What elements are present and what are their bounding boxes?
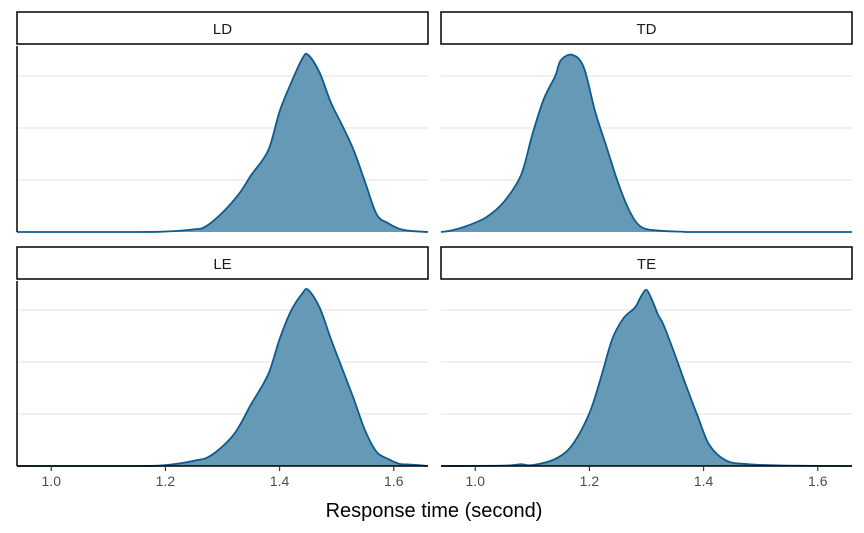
plot-area-ld: [16, 46, 429, 233]
x-tick-label-right-2: 1.2: [580, 473, 600, 489]
x-axis-left: 1.0 1.2 1.4 1.6: [42, 466, 404, 489]
density-area-td: [441, 54, 852, 233]
x-tick-label-right-1: 1.0: [466, 473, 486, 489]
facet-label-te: TE: [637, 256, 656, 273]
density-area-le: [17, 288, 428, 466]
density-line-le: [17, 287, 429, 467]
density-line-ld: [16, 52, 429, 233]
x-tick-label-left-3: 1.4: [270, 473, 290, 489]
facet-label-ld: LD: [213, 21, 232, 38]
density-area-te: [441, 289, 852, 466]
facet-strip-td: [440, 11, 853, 45]
density-area-ld: [17, 53, 428, 233]
plot-area-td: [440, 53, 852, 233]
density-line-td: [440, 53, 852, 233]
x-tick-label-left-2: 1.2: [156, 473, 176, 489]
facet-label-td: TD: [637, 21, 657, 38]
x-axis-right: 1.0 1.2 1.4 1.6: [466, 466, 828, 489]
facet-panel-ld: LD: [16, 11, 429, 233]
facet-panel-td: TD: [440, 11, 853, 233]
x-tick-label-right-3: 1.4: [694, 473, 714, 489]
facet-panel-le: LE: [16, 246, 429, 467]
x-tick-label-left-1: 1.0: [42, 473, 62, 489]
x-tick-label-right-4: 1.6: [808, 473, 828, 489]
facet-strip-te: [440, 246, 853, 280]
density-line-te: [440, 288, 853, 467]
facet-strip-le: [16, 246, 429, 280]
x-axis-title: Response time (second): [326, 500, 543, 522]
plot-area-te: [440, 288, 853, 467]
x-tick-label-left-4: 1.6: [384, 473, 404, 489]
facet-label-le: LE: [213, 256, 231, 273]
plot-area-le: [16, 281, 429, 467]
facet-strip-ld: [16, 11, 429, 45]
facet-panel-te: TE: [440, 246, 853, 467]
